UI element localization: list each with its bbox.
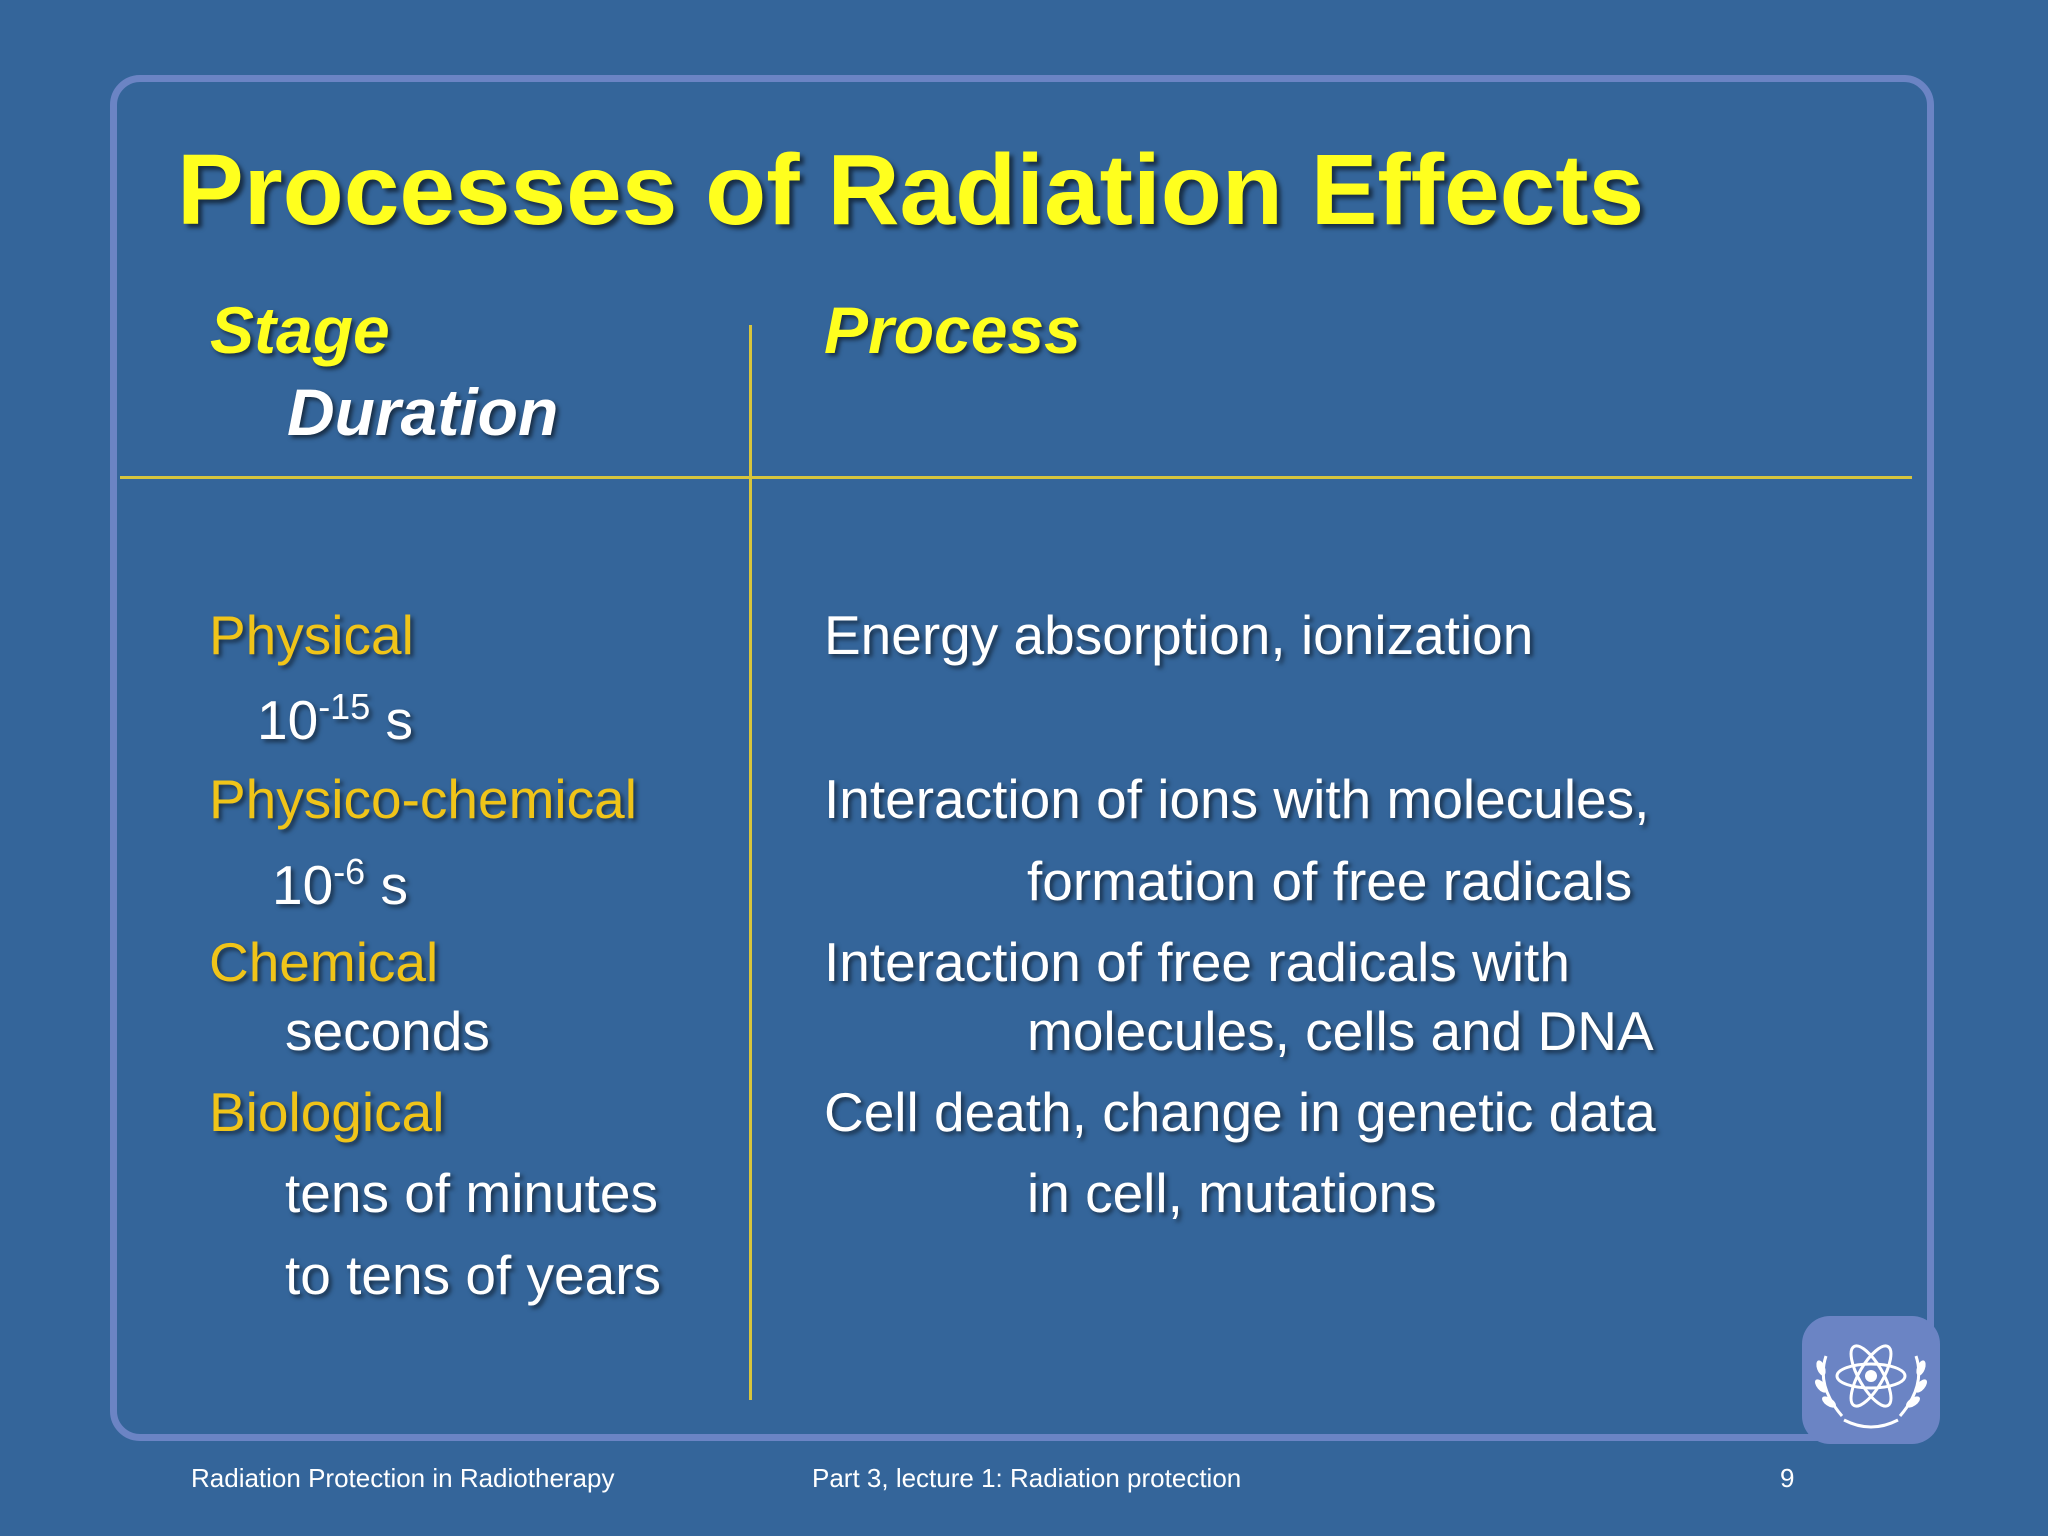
duration-physico-chemical: 10-6 s bbox=[272, 851, 408, 916]
process-physical: Energy absorption, ionization bbox=[824, 604, 1534, 666]
slide-frame bbox=[110, 75, 1934, 1441]
stage-physico-chemical: Physico-chemical bbox=[209, 768, 637, 830]
header-divider bbox=[120, 476, 1912, 479]
footer-course: Radiation Protection in Radiotherapy bbox=[191, 1463, 615, 1493]
duration-physical: 10-15 s bbox=[257, 686, 413, 751]
footer-lecture: Part 3, lecture 1: Radiation protection bbox=[812, 1463, 1242, 1493]
process-physico-chemical-line2: formation of free radicals bbox=[1027, 850, 1633, 912]
process-physico-chemical-line1: Interaction of ions with molecules, bbox=[824, 768, 1650, 830]
duration-biological-line2: to tens of years bbox=[285, 1244, 662, 1306]
column-divider bbox=[749, 325, 752, 1400]
footer-page-number: 9 bbox=[1780, 1463, 1795, 1493]
stage-chemical: Chemical bbox=[209, 931, 439, 993]
process-chemical-line2: molecules, cells and DNA bbox=[1027, 1000, 1654, 1062]
header-process: Process bbox=[824, 293, 1081, 367]
duration-biological-line1: tens of minutes bbox=[285, 1162, 658, 1224]
header-stage: Stage bbox=[210, 293, 390, 367]
process-biological-line2: in cell, mutations bbox=[1027, 1162, 1437, 1224]
process-chemical-line1: Interaction of free radicals with bbox=[824, 931, 1570, 993]
header-duration: Duration bbox=[287, 375, 559, 449]
stage-biological: Biological bbox=[209, 1081, 445, 1143]
duration-chemical: seconds bbox=[285, 1000, 490, 1062]
iaea-atom-laurel-icon bbox=[1802, 1316, 1940, 1444]
process-biological-line1: Cell death, change in genetic data bbox=[824, 1081, 1656, 1143]
stage-physical: Physical bbox=[209, 604, 414, 666]
slide-title: Processes of Radiation Effects bbox=[177, 134, 1645, 246]
